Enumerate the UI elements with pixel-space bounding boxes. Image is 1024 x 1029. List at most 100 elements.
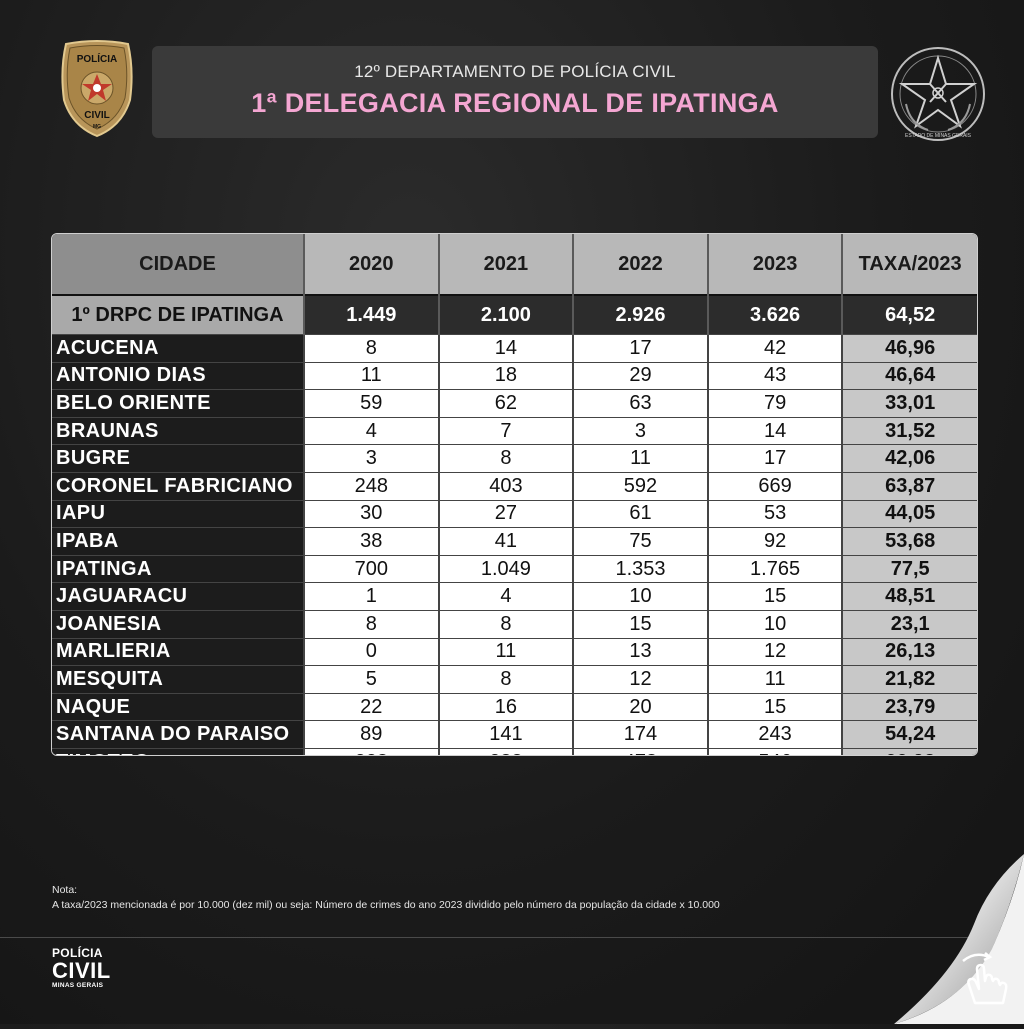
count-cell-2023: 15 (706, 692, 843, 721)
count-cell-2022: 478 (572, 747, 708, 755)
count-cell-2020: 3 (303, 444, 439, 473)
note-text: A taxa/2023 mencionada é por 10.000 (dez… (52, 899, 720, 911)
rate-cell: 77,5 (841, 554, 977, 583)
crime-table: CIDADE 2020 2021 2022 2023 TAXA/2023 1º … (51, 233, 978, 756)
count-cell-2022: 10 (572, 582, 708, 611)
city-name: BRAUNAS (52, 416, 304, 445)
city-name: SANTANA DO PARAISO (52, 720, 304, 749)
count-cell-2023: 669 (706, 471, 843, 501)
count-cell-2022: 17 (572, 334, 708, 363)
count-cell-2022: 29 (572, 361, 708, 390)
rate-cell: 63,87 (841, 471, 977, 501)
count-cell-2021: 16 (437, 692, 574, 721)
city-name: ACUCENA (52, 334, 304, 363)
total-rate: 64,52 (841, 294, 977, 335)
police-badge-icon: POLÍCIA CIVIL MG (58, 40, 136, 138)
total-2021: 2.100 (437, 294, 574, 335)
badge-text-tiny: MG (93, 124, 101, 130)
count-cell-2020: 8 (303, 334, 439, 363)
count-cell-2020: 89 (303, 720, 439, 749)
count-cell-2023: 92 (706, 527, 843, 556)
count-cell-2023: 12 (706, 637, 843, 666)
count-cell-2022: 75 (572, 527, 708, 556)
city-name: JAGUARACU (52, 582, 304, 611)
city-name: NAQUE (52, 692, 304, 721)
table-row: IAPU 30 27 61 53 44,05 (52, 499, 977, 528)
count-cell-2022: 20 (572, 692, 708, 721)
table-row: SANTANA DO PARAISO 89 141 174 243 54,24 (52, 720, 977, 749)
count-cell-2020: 30 (303, 499, 439, 528)
count-cell-2022: 61 (572, 499, 708, 528)
city-name: TIMOTEO (52, 747, 304, 755)
table-row: JOANESIA 8 8 15 10 23,1 (52, 609, 977, 639)
footer-logo-line2: CIVIL (52, 958, 111, 983)
count-cell-2022: 174 (572, 720, 708, 749)
count-cell-2021: 41 (437, 527, 574, 556)
swipe-hand-icon[interactable] (955, 947, 1017, 1009)
count-cell-2022: 12 (572, 665, 708, 694)
count-cell-2023: 10 (706, 609, 843, 639)
count-cell-2021: 403 (437, 471, 574, 501)
count-cell-2020: 5 (303, 665, 439, 694)
table-row: BELO ORIENTE 59 62 63 79 33,01 (52, 389, 977, 418)
table-row: ANTONIO DIAS 11 18 29 43 46,64 (52, 361, 977, 390)
table-row: ACUCENA 8 14 17 42 46,96 (52, 334, 977, 363)
count-cell-2023: 243 (706, 720, 843, 749)
state-seal-icon: ESTADO DE MINAS GERAIS (888, 44, 988, 144)
total-2020: 1.449 (303, 294, 439, 335)
city-name: IPATINGA (52, 554, 304, 583)
count-cell-2021: 8 (437, 444, 574, 473)
count-cell-2022: 592 (572, 471, 708, 501)
table-row: MESQUITA 5 8 12 11 21,82 (52, 665, 977, 694)
count-cell-2021: 8 (437, 665, 574, 694)
count-cell-2023: 15 (706, 582, 843, 611)
rate-cell: 23,1 (841, 609, 977, 639)
header-2022: 2022 (572, 234, 708, 295)
count-cell-2023: 43 (706, 361, 843, 390)
rate-cell: 54,24 (841, 720, 977, 749)
rate-cell: 23,79 (841, 692, 977, 721)
city-name: BUGRE (52, 444, 304, 473)
city-name: IAPU (52, 499, 304, 528)
footer-logo-line1: POLÍCIA (52, 946, 103, 960)
header-2020: 2020 (303, 234, 439, 295)
count-cell-2021: 11 (437, 637, 574, 666)
count-cell-2023: 1.765 (706, 554, 843, 583)
count-cell-2020: 38 (303, 527, 439, 556)
header-title: 1ª DELEGACIA REGIONAL DE IPATINGA (251, 88, 779, 118)
table-row: NAQUE 22 16 20 15 23,79 (52, 692, 977, 721)
rate-cell: 46,96 (841, 334, 977, 363)
footer-divider (0, 937, 1024, 938)
table-row: BUGRE 3 8 11 17 42,06 (52, 444, 977, 473)
count-cell-2021: 8 (437, 609, 574, 639)
total-name: 1º DRPC DE IPATINGA (52, 294, 304, 335)
table-row: BRAUNAS 4 7 3 14 31,52 (52, 416, 977, 445)
count-cell-2020: 248 (303, 471, 439, 501)
header-taxa-2023: TAXA/2023 (841, 234, 977, 295)
table-row: TIMOTEO22328347854666,92 (52, 747, 977, 755)
count-cell-2021: 18 (437, 361, 574, 390)
count-cell-2023: 42 (706, 334, 843, 363)
count-cell-2023: 53 (706, 499, 843, 528)
count-cell-2022: 63 (572, 389, 708, 418)
footer-logo: POLÍCIA CIVIL MINAS GERAIS (52, 946, 111, 989)
count-cell-2020: 22 (303, 692, 439, 721)
footnote: Nota: A taxa/2023 mencionada é por 10.00… (52, 883, 720, 913)
count-cell-2021: 283 (437, 747, 574, 755)
rate-cell: 42,06 (841, 444, 977, 473)
city-name: IPABA (52, 527, 304, 556)
rate-cell: 26,13 (841, 637, 977, 666)
count-cell-2022: 15 (572, 609, 708, 639)
count-cell-2020: 223 (303, 747, 439, 755)
count-cell-2021: 27 (437, 499, 574, 528)
count-cell-2021: 1.049 (437, 554, 574, 583)
rate-cell: 44,05 (841, 499, 977, 528)
total-row: 1º DRPC DE IPATINGA 1.449 2.100 2.926 3.… (52, 294, 977, 335)
header-box: 12º DEPARTAMENTO DE POLÍCIA CIVIL 1ª DEL… (152, 46, 878, 138)
count-cell-2023: 14 (706, 416, 843, 445)
table-row: CORONEL FABRICIANO 248 403 592 669 63,87 (52, 471, 977, 501)
count-cell-2020: 0 (303, 637, 439, 666)
header-2023: 2023 (706, 234, 843, 295)
count-cell-2022: 11 (572, 444, 708, 473)
count-cell-2020: 59 (303, 389, 439, 418)
